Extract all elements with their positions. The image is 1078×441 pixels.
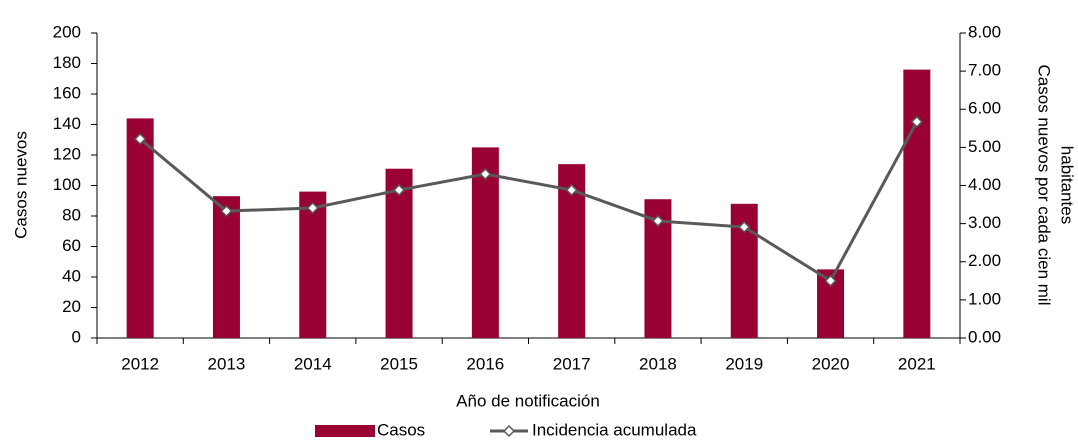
- y-tick-label: 180: [53, 53, 81, 72]
- line-marker: [824, 274, 837, 287]
- bar: [212, 196, 240, 338]
- y-tick-label: 200: [53, 22, 81, 41]
- y2-tick-label: 7.00: [968, 61, 1001, 80]
- y2-axis-title: Casos nuevos por cada cien mil: [1035, 65, 1054, 306]
- x-axis-title: Año de notificación: [456, 391, 600, 410]
- y2-tick-label: 1.00: [968, 289, 1001, 308]
- y-tick-label: 60: [62, 236, 81, 255]
- y-tick-label: 20: [62, 297, 81, 316]
- y-tick-label: 120: [53, 144, 81, 163]
- x-tick-label: 2015: [380, 354, 418, 373]
- y2-tick-label: 8.00: [968, 22, 1001, 41]
- line-marker: [134, 132, 147, 146]
- y2-tick-label: 5.00: [968, 137, 1001, 156]
- x-tick-label: 2016: [466, 354, 504, 373]
- y-tick-label: 160: [53, 83, 81, 102]
- line-marker: [220, 204, 233, 218]
- y-tick-label: 140: [53, 114, 81, 133]
- legend-label: Casos: [377, 420, 425, 439]
- line-marker: [392, 184, 406, 197]
- legend-swatch: [315, 425, 375, 437]
- line-marker: [565, 184, 578, 197]
- line-marker: [738, 220, 751, 234]
- y-tick-label: 100: [53, 175, 81, 194]
- x-tick-label: 2018: [639, 354, 677, 373]
- line-marker: [651, 214, 665, 228]
- x-tick-label: 2021: [898, 354, 936, 373]
- x-tick-label: 2017: [553, 354, 591, 373]
- x-tick-label: 2019: [725, 354, 763, 373]
- x-tick-label: 2014: [294, 354, 332, 373]
- y-tick-label: 80: [62, 205, 81, 224]
- y2-tick-label: 2.00: [968, 251, 1001, 270]
- y2-tick-label: 3.00: [968, 213, 1001, 232]
- y2-axis-title: habitantes: [1058, 146, 1077, 224]
- y2-tick-label: 0.00: [968, 327, 1001, 346]
- y2-tick-label: 6.00: [968, 99, 1001, 118]
- bar: [385, 168, 413, 338]
- line-marker: [306, 201, 319, 215]
- y-tick-label: 0: [72, 327, 81, 346]
- line-marker: [910, 115, 923, 128]
- bar: [903, 69, 931, 338]
- y-axis-title: Casos nuevos: [11, 131, 30, 239]
- legend-marker: [502, 424, 516, 438]
- bar: [299, 191, 327, 338]
- y2-tick-label: 4.00: [968, 175, 1001, 194]
- line-marker: [479, 168, 492, 181]
- x-tick-label: 2013: [208, 354, 246, 373]
- x-tick-label: 2020: [812, 354, 850, 373]
- legend-label: Incidencia acumulada: [532, 420, 697, 439]
- line: [139, 121, 919, 283]
- x-tick-label: 2012: [121, 354, 159, 373]
- bar: [126, 118, 154, 339]
- y-tick-label: 40: [62, 266, 81, 285]
